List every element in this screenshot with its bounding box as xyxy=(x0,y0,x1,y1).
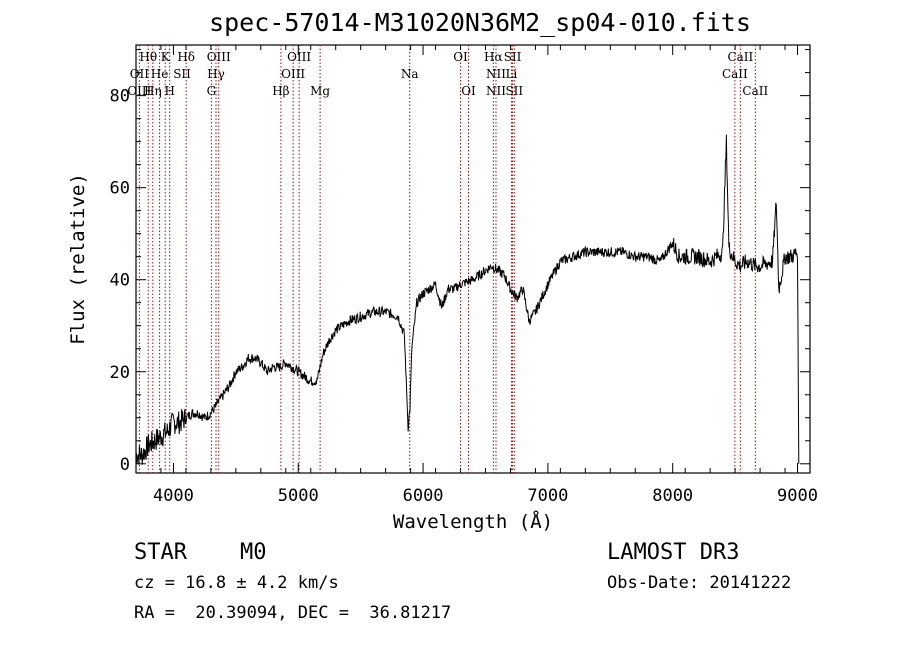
plot-frame xyxy=(135,44,811,474)
line-marker-label: G xyxy=(207,84,217,98)
line-marker-label: OIII xyxy=(287,50,311,64)
line-marker-label: Mg xyxy=(310,84,330,98)
x-tick-label: 7000 xyxy=(527,486,568,506)
object-type: STAR xyxy=(134,540,187,565)
line-marker-label: NII xyxy=(486,67,506,81)
line-marker-label: OI xyxy=(453,50,468,64)
line-marker-labels: Hθ OII OIII K He Hη SII H Hδ OIII Hγ G OIII OIII Hβ Mg N… xyxy=(127,50,768,98)
redshift-velocity: cz = 16.8 ± 4.2 km/s xyxy=(134,573,339,593)
line-marker-label: OIII xyxy=(207,50,231,64)
x-axis-label: Wavelength (Å) xyxy=(393,510,553,533)
x-tick-label: 5000 xyxy=(278,486,319,506)
line-marker-label: CaII xyxy=(742,84,768,98)
axis-ticks xyxy=(135,45,811,473)
line-marker-label: Hβ xyxy=(272,84,289,98)
x-tick-label: 4000 xyxy=(153,486,194,506)
line-marker-label: Hα xyxy=(484,50,503,64)
line-marker-label: Li xyxy=(506,67,518,81)
x-tick-label: 6000 xyxy=(403,486,444,506)
y-axis-label: Flux (relative) xyxy=(67,173,89,345)
coordinates: RA = 20.39094, DEC = 36.81217 xyxy=(134,603,452,623)
x-tick-label: 8000 xyxy=(652,486,693,506)
line-marker-label: Hγ xyxy=(207,67,225,81)
y-tick-label: 0 xyxy=(120,455,130,475)
line-marker-label: NII xyxy=(486,84,506,98)
line-marker-label: He xyxy=(151,67,169,81)
chart-title: spec-57014-M31020N36M2_sp04-010.fits xyxy=(209,8,751,37)
line-marker-label: CaII xyxy=(727,50,753,64)
line-marker-label: Hθ xyxy=(139,50,157,64)
observation-date: Obs-Date: 20141222 xyxy=(607,573,792,593)
y-tick-label: 80 xyxy=(110,87,130,107)
line-marker-label: OI xyxy=(461,84,476,98)
y-tick-label: 20 xyxy=(110,363,130,383)
spectrum-line xyxy=(135,134,800,465)
line-marker-label: OIII xyxy=(281,67,305,81)
line-marker-label: Hδ xyxy=(177,50,195,64)
line-marker-label: SII xyxy=(504,50,522,64)
line-marker-label: OIII xyxy=(127,84,151,98)
line-markers xyxy=(138,45,756,473)
line-marker-label: SII xyxy=(505,84,523,98)
axis-tick-labels: 4000 5000 6000 7000 8000 9000 0 20 40 60 80 xyxy=(110,87,818,506)
x-tick-label: 9000 xyxy=(777,486,818,506)
line-marker-label: K xyxy=(161,50,171,64)
survey-name: LAMOST DR3 xyxy=(607,540,740,565)
line-marker-label: SII xyxy=(173,67,191,81)
line-marker-label: Hη xyxy=(144,84,162,98)
line-marker-label: OII xyxy=(130,67,150,81)
line-marker-label: H xyxy=(164,84,174,98)
line-marker-label: Na xyxy=(401,67,419,81)
y-tick-label: 40 xyxy=(110,271,130,291)
spectral-subclass: M0 xyxy=(240,540,267,565)
y-tick-label: 60 xyxy=(110,179,130,199)
line-marker-label: CaII xyxy=(722,67,748,81)
